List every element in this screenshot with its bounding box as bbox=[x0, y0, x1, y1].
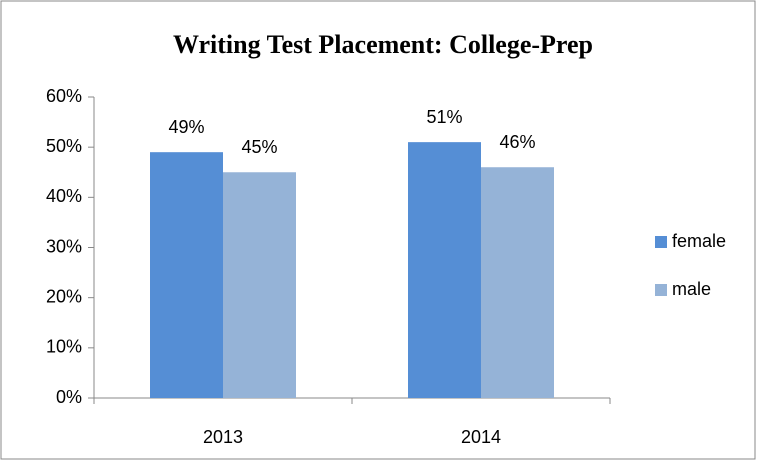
legend-label: female bbox=[672, 231, 726, 251]
bar bbox=[408, 142, 481, 398]
legend-swatch bbox=[655, 236, 667, 248]
data-label: 46% bbox=[499, 132, 535, 152]
data-label: 51% bbox=[426, 107, 462, 127]
legend-swatch bbox=[655, 284, 667, 296]
y-tick-label: 40% bbox=[46, 186, 82, 206]
bar bbox=[150, 152, 223, 398]
y-tick-label: 20% bbox=[46, 286, 82, 306]
data-label: 45% bbox=[241, 137, 277, 157]
data-label: 49% bbox=[168, 117, 204, 137]
chart-title: Writing Test Placement: College-Prep bbox=[173, 30, 593, 59]
x-tick-label: 2014 bbox=[461, 427, 501, 447]
x-tick-label: 2013 bbox=[203, 427, 243, 447]
y-tick-label: 0% bbox=[56, 387, 82, 407]
y-tick-label: 30% bbox=[46, 236, 82, 256]
y-tick-label: 60% bbox=[46, 86, 82, 106]
y-tick-label: 10% bbox=[46, 337, 82, 357]
legend-label: male bbox=[672, 279, 711, 299]
bar bbox=[223, 172, 296, 398]
bar bbox=[481, 167, 554, 398]
y-tick-label: 50% bbox=[46, 136, 82, 156]
